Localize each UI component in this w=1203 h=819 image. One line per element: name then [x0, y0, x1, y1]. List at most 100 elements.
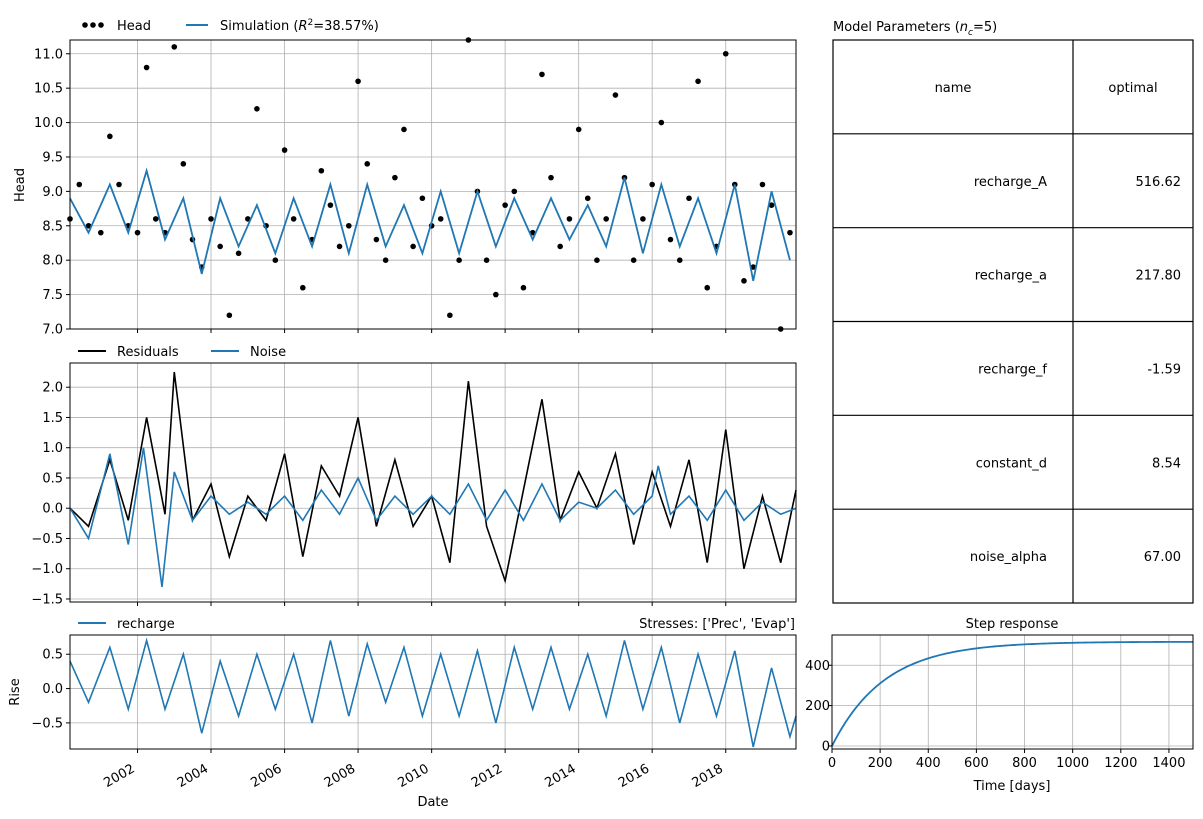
- head-point-20: [254, 106, 260, 112]
- head-point-18: [235, 250, 242, 257]
- head-point-29: [336, 243, 343, 250]
- head-point-46: [493, 291, 499, 298]
- head-point-22: [272, 257, 279, 263]
- head-point-17: [226, 312, 233, 319]
- legend-label-noise: Noise: [250, 345, 286, 360]
- head-point-59: [612, 92, 619, 98]
- head-point-71: [722, 50, 729, 57]
- step-grid: [831, 635, 1193, 749]
- p1-ytick-label-8: 11.0: [34, 47, 63, 62]
- x-tick-label-2010: 2010: [395, 761, 431, 791]
- step-series: [831, 640, 1194, 747]
- head-point-40: [437, 216, 444, 222]
- head-series: [67, 37, 793, 332]
- residuals-legend: Residuals Noise: [78, 345, 286, 360]
- legend-label-residuals: Residuals: [117, 345, 179, 360]
- contribution-x-ticks: 2002 2004 2006 2008 2010 2012 2014 2016 2018: [101, 749, 727, 791]
- p1-ytick-label-0: 7.0: [42, 323, 63, 338]
- head-point-65: [667, 236, 674, 243]
- step-xtick-label-1: 200: [868, 756, 893, 771]
- contribution-y-ticks: −0.5 0.0 0.5: [31, 648, 70, 731]
- head-point-25: [300, 284, 306, 291]
- step-ytick-label-1: 200: [805, 699, 830, 714]
- head-point-61: [630, 257, 637, 263]
- head-y-ticks: 7.0 7.5 8.0 8.5 9.0 9.5 10.0 10.5 11.0: [34, 47, 70, 338]
- recharge-line: [69, 637, 797, 748]
- head-point-67: [686, 195, 692, 202]
- x-tick-label-2012: 2012: [469, 761, 505, 791]
- step-xtick-label-0: 0: [828, 756, 836, 771]
- step-x-ticks: 0 200 400 600 800 1000 1200 1400: [828, 749, 1185, 771]
- head-point-8: [143, 64, 150, 71]
- head-point-12: [180, 161, 187, 167]
- contribution-title-right: Stresses: ['Prec', 'Evap']: [639, 617, 795, 632]
- head-y-label: Head: [13, 168, 28, 202]
- contribution-axes-frame: [69, 634, 797, 750]
- head-point-58: [603, 216, 609, 222]
- p1-ytick-label-2: 8.0: [42, 254, 63, 269]
- head-point-15: [208, 216, 214, 222]
- head-point-45: [483, 257, 490, 263]
- head-point-34: [382, 257, 389, 263]
- head-point-53: [557, 243, 563, 250]
- head-point-37: [410, 243, 416, 250]
- head-point-52: [548, 174, 554, 181]
- noise-line: [69, 447, 797, 587]
- head-point-1: [76, 181, 83, 188]
- p1-ytick-label-6: 10.0: [34, 116, 63, 131]
- residuals-line: [69, 371, 797, 584]
- contribution-series: [69, 637, 797, 748]
- head-point-2: [85, 222, 92, 229]
- residuals-y-ticks: −1.5 −1.0 −0.5 0.0 0.5 1.0 1.5 2.0: [31, 381, 70, 607]
- head-point-27: [318, 167, 325, 174]
- p2-ytick-label-7: 2.0: [42, 381, 63, 396]
- table-header-optimal: optimal: [1108, 81, 1157, 96]
- x-tick-label-2004: 2004: [175, 761, 211, 791]
- head-point-41: [447, 312, 453, 319]
- head-point-54: [566, 216, 573, 222]
- head-point-31: [355, 78, 361, 85]
- head-point-3: [97, 229, 104, 236]
- table-cell-name-4: noise_alpha: [970, 550, 1047, 565]
- step-xtick-label-2: 400: [916, 756, 941, 771]
- step-ytick-label-0: 0: [822, 739, 830, 754]
- head-point-76: [768, 202, 775, 208]
- legend-marker-head: [82, 22, 104, 28]
- table-header-name: name: [935, 81, 972, 96]
- p1-ytick-label-1: 7.5: [42, 288, 63, 303]
- table-grid: [832, 39, 1194, 604]
- contribution-x-label: Date: [417, 795, 448, 810]
- legend-label-head: Head: [117, 19, 151, 34]
- table-cell-optimal-2: -1.59: [1147, 362, 1181, 377]
- step-xtick-label-6: 1200: [1104, 756, 1137, 771]
- head-point-11: [171, 44, 178, 50]
- head-point-48: [511, 188, 518, 195]
- p1-ytick-label-3: 8.5: [42, 219, 63, 234]
- parameter-table: Model Parameters (nc=5) name optimal recha…: [832, 20, 1194, 604]
- head-x-ticks: [137, 329, 727, 333]
- p3-ytick-label-1: 0.0: [42, 682, 63, 697]
- head-point-24: [290, 216, 297, 222]
- p3-ytick-label-2: 0.5: [42, 648, 63, 663]
- head-point-57: [594, 257, 600, 263]
- table-cell-name-2: recharge_f: [978, 362, 1047, 377]
- head-point-55: [575, 126, 582, 133]
- head-point-38: [419, 195, 426, 202]
- head-point-69: [704, 284, 711, 291]
- head-point-56: [584, 195, 591, 202]
- head-point-32: [364, 161, 371, 167]
- table-cells: name optimal recharge_A 516.62 recharge_a 217…: [935, 81, 1181, 565]
- step-xtick-label-4: 800: [1012, 756, 1037, 771]
- head-point-49: [520, 284, 527, 291]
- p2-ytick-label-4: 0.5: [42, 471, 63, 486]
- head-point-7: [134, 229, 141, 236]
- head-point-30: [346, 222, 352, 229]
- head-point-68: [695, 78, 701, 85]
- x-tick-label-2002: 2002: [101, 761, 137, 791]
- head-point-42: [456, 257, 462, 263]
- head-point-4: [107, 133, 113, 140]
- head-grid: [70, 40, 796, 330]
- step-x-label: Time [days]: [973, 779, 1051, 794]
- residuals-x-ticks: [137, 602, 727, 606]
